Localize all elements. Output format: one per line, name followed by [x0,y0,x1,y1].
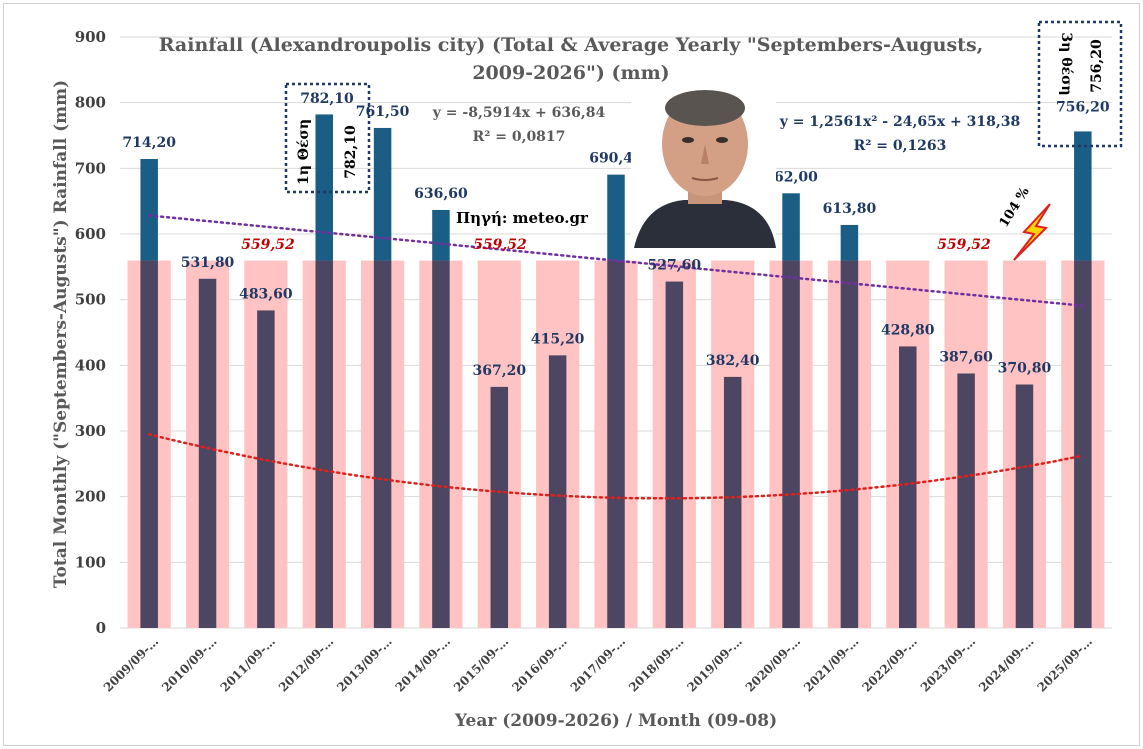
data-label: 690,40 [589,151,643,167]
rainfall-bar [432,260,450,628]
rainfall-bar [373,260,392,628]
x-tick-label: 2023/09-… [918,634,978,694]
average-label-2: 559,52 [473,237,527,253]
rainfall-bar-above-average [315,114,333,261]
rank1-label: 1η Θέση [296,119,312,185]
rainfall-bar [548,355,567,628]
rank1-value-top: 782,10 [300,91,354,107]
chart-title-line2: 2009-2026") (mm) [472,62,669,84]
rainfall-bar [899,346,917,628]
rainfall-bar-above-average [1074,131,1092,261]
rainfall-bars [140,114,1092,628]
rainfall-bar-above-average [140,159,158,261]
linear-trend-equation: y = -8,5914x + 636,84 [432,105,606,121]
poly-trend-equation: y = 1,2561x² - 24,65x + 318,38 [779,114,1020,130]
rainfall-bar-above-average [432,209,450,261]
average-label-1: 559,52 [241,237,295,253]
rainfall-bar [1015,384,1034,628]
y-tick-label: 400 [75,356,106,374]
rainfall-bar [140,260,158,628]
y-tick-label: 600 [75,225,106,243]
y-tick-label: 100 [75,553,106,571]
rank3-box: 3η θέση 756,20 [1037,20,1123,148]
rainfall-bar [198,278,217,628]
rank3-label: 3η θέση [1058,32,1074,95]
y-tick-label: 300 [75,422,106,440]
linear-trend-r2: R² = 0,0817 [473,129,566,145]
poly-trend-r2: R² = 0,1263 [854,138,947,154]
data-label: 415,20 [531,331,585,347]
x-tick-label: 2017/09-… [568,634,628,694]
y-tick-label: 500 [75,291,106,309]
rainfall-bar [607,260,625,628]
x-tick-label: 2010/09-… [159,634,219,694]
rainfall-bar-above-average [373,127,392,261]
y-axis-title: Total Monthly ("Septembers-Augusts") Rai… [51,80,71,588]
rainfall-bar-above-average [607,174,625,261]
data-label: 367,20 [472,363,526,379]
rainfall-bar [723,376,742,628]
rainfall-bar-above-average [840,224,859,261]
x-tick-label: 2020/09-… [743,634,803,694]
x-tick-label: 2025/09-… [1035,634,1095,694]
lightning-icon [1013,203,1051,261]
rank3-value-side: 756,20 [1089,39,1105,93]
data-label: 387,60 [939,349,993,365]
x-tick-label: 2014/09-… [393,634,453,694]
rainfall-chart: Rainfall (Alexandroupolis city) (Total &… [51,20,1123,731]
data-label: 531,80 [181,255,235,271]
x-tick-label: 2022/09-… [859,634,919,694]
rainfall-bar [782,260,800,628]
x-tick-label: 2013/09-… [334,634,394,694]
trendlines [147,214,1085,500]
data-label: 714,20 [122,135,176,151]
rank1-value-side: 782,10 [343,125,359,179]
y-tick-label: 700 [75,159,106,177]
y-tick-label: 0 [96,619,106,637]
data-label: 382,40 [706,353,760,369]
data-label: 613,80 [823,201,877,217]
y-tick-label: 900 [75,28,106,46]
rainfall-bar [957,373,975,628]
y-axis-ticks: 0 100 200 300 400 500 600 700 800 900 [75,28,106,637]
rainfall-bar-above-average [782,193,800,261]
data-label: 662,00 [764,169,818,185]
trendline-poly2 [147,433,1085,500]
rainfall-bar [665,281,684,628]
rank1-box: 782,10 1η Θέση 782,10 [284,82,371,194]
trendline-linear [147,214,1085,307]
x-tick-label: 2021/09-… [801,634,861,694]
x-tick-label: 2009/09-… [101,634,161,694]
x-tick-label: 2015/09-… [451,634,511,694]
data-label: 636,60 [414,186,468,202]
x-tick-label: 2012/09-… [276,634,336,694]
portrait-photo [631,88,776,248]
data-label: 370,80 [998,361,1052,377]
x-tick-label: 2019/09-… [684,634,744,694]
rainfall-bar [257,310,275,628]
data-label: 483,60 [239,286,293,302]
data-label: 761,50 [356,104,410,120]
average-bars [127,260,1105,628]
x-tick-label: 2011/09-… [218,634,278,694]
rainfall-bar [1074,260,1092,628]
source-label: Πηγή: meteo.gr [456,209,589,227]
x-tick-label: 2016/09-… [509,634,569,694]
y-tick-label: 200 [75,488,106,506]
data-label: 527,60 [648,258,702,274]
percent-label: 104 % [997,184,1033,230]
rainfall-bar [315,260,333,628]
chart-title-line1: Rainfall (Alexandroupolis city) (Total &… [159,34,984,56]
chart-frame: Rainfall (Alexandroupolis city) (Total &… [3,3,1140,746]
rainfall-bar [840,260,859,628]
rainfall-bar [490,386,509,628]
x-tick-label: 2018/09-… [626,634,686,694]
x-axis-title: Year (2009-2026) / Month (09-08) [454,711,777,731]
average-label-3: 559,52 [937,237,991,253]
x-axis-ticks: 2009/09-…2010/09-…2011/09-…2012/09-…2013… [101,634,1095,694]
x-tick-label: 2024/09-… [976,634,1036,694]
data-label: 428,80 [881,322,935,338]
y-tick-label: 800 [75,94,106,112]
data-label: 756,20 [1056,99,1110,115]
